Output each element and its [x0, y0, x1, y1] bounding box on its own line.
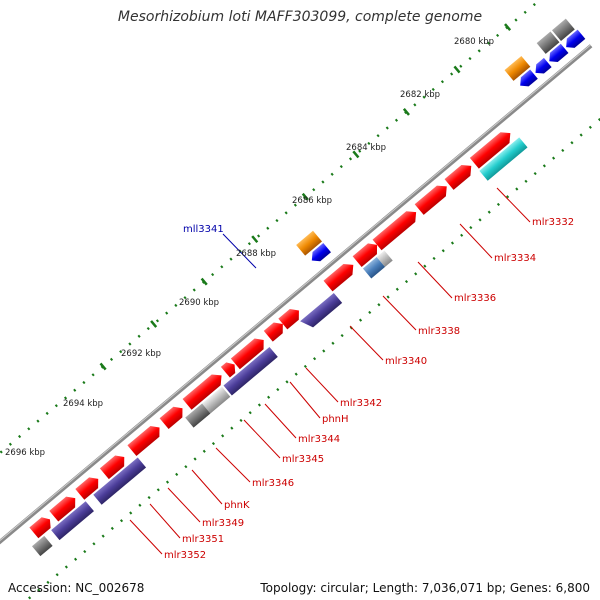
gene-label[interactable]: phnH	[322, 414, 349, 425]
accession-text: Accession: NC_002678	[8, 581, 145, 595]
gene-mlr3352[interactable]	[99, 452, 129, 480]
feature-purple-c[interactable]	[93, 457, 147, 505]
gene-mlr3345[interactable]	[230, 335, 268, 370]
reverse-genes	[296, 18, 586, 265]
feature-orange-mll3341[interactable]	[296, 230, 322, 256]
gene-phnH[interactable]	[278, 305, 303, 330]
feature-orange-a[interactable]	[504, 55, 531, 81]
feature-steel[interactable]	[362, 256, 386, 279]
gene-mll3341[interactable]	[308, 243, 331, 265]
gene-mlr3346[interactable]	[220, 359, 239, 378]
scale-label: 2690 kbp	[179, 298, 219, 308]
forward-genes	[29, 128, 515, 539]
gene-mlr3353[interactable]	[75, 474, 102, 500]
gene-mlr3344[interactable]	[263, 319, 288, 342]
gene-mlr3349[interactable]	[159, 403, 187, 429]
label-leaders	[129, 187, 531, 555]
gene-label[interactable]: mlr3352	[164, 550, 206, 561]
feature-gray-top-b[interactable]	[551, 18, 575, 41]
gene-mlr3338[interactable]	[372, 207, 421, 251]
gene-label[interactable]: mlr3340	[385, 356, 427, 367]
gene-mlr3354[interactable]	[49, 493, 79, 522]
scale-ticks	[99, 23, 512, 371]
gene-label[interactable]: mlr3338	[418, 326, 460, 337]
scale-label: 2692 kbp	[121, 349, 161, 359]
gene-phnK[interactable]	[182, 370, 226, 410]
genome-info-text: Topology: circular; Length: 7,036,071 bp…	[260, 581, 590, 595]
gene-reverse-d[interactable]	[562, 29, 586, 52]
inner-dotted-line	[9, 92, 600, 600]
gene-mlr3355[interactable]	[29, 514, 54, 539]
gene-label[interactable]: mlr3336	[454, 293, 496, 304]
backbone-highlight	[0, 44, 591, 567]
genome-backbone	[0, 44, 593, 568]
feature-purple-b[interactable]	[223, 346, 278, 396]
gene-label[interactable]: mlr3349	[202, 518, 244, 529]
gene-mlr3340[interactable]	[352, 240, 382, 268]
footer-bar: Accession: NC_002678 Topology: circular;…	[0, 578, 600, 600]
scale-label: 2680 kbp	[454, 37, 494, 47]
scale-label: 2696 kbp	[5, 448, 45, 458]
feature-purple-d[interactable]	[51, 501, 94, 541]
gene-mlr3334[interactable]	[444, 161, 476, 190]
feature-gray-top-a[interactable]	[536, 31, 560, 54]
gene-reverse-a[interactable]	[516, 69, 538, 91]
feature-teal[interactable]	[479, 137, 528, 181]
feature-gray-a[interactable]	[185, 403, 211, 428]
gene-reverse-b[interactable]	[532, 57, 552, 77]
gene-mlr3342[interactable]	[323, 259, 358, 292]
gene-label[interactable]: phnK	[224, 500, 250, 511]
feature-light-a[interactable]	[376, 250, 393, 267]
scale-label: 2694 kbp	[63, 399, 103, 409]
gene-label[interactable]: mlr3346	[252, 478, 294, 489]
scale-label: 2688 kbp	[236, 249, 276, 259]
scale-label: 2682 kbp	[400, 90, 440, 100]
gene-reverse-c[interactable]	[545, 43, 569, 66]
gene-label[interactable]: mll3341	[183, 224, 224, 235]
feature-purple-a[interactable]	[300, 292, 343, 331]
feature-track	[31, 137, 528, 557]
gene-label[interactable]: mlr3345	[282, 454, 324, 465]
gene-labels: mlr3332 mlr3334 mlr3336 mlr3338 mlr3340 …	[164, 217, 574, 561]
gene-label[interactable]: mlr3342	[340, 398, 382, 409]
map-title: Mesorhizobium loti MAFF303099, complete …	[117, 9, 483, 25]
gene-label[interactable]: mlr3344	[298, 434, 340, 445]
scale-label: 2684 kbp	[346, 143, 386, 153]
scale-label: 2686 kbp	[292, 196, 332, 206]
gene-label[interactable]: mlr3334	[494, 253, 536, 264]
feature-light-b[interactable]	[202, 386, 231, 414]
gene-mlr3332[interactable]	[469, 128, 515, 169]
gene-mlr3351[interactable]	[127, 422, 164, 456]
gene-label[interactable]: mlr3332	[532, 217, 574, 228]
feature-gray-b[interactable]	[31, 535, 53, 557]
gene-mlr3336[interactable]	[414, 181, 452, 215]
scale-labels: 2680 kbp 2682 kbp 2684 kbp 2686 kbp 2688…	[5, 37, 494, 458]
gene-label[interactable]: mlr3351	[182, 534, 224, 545]
